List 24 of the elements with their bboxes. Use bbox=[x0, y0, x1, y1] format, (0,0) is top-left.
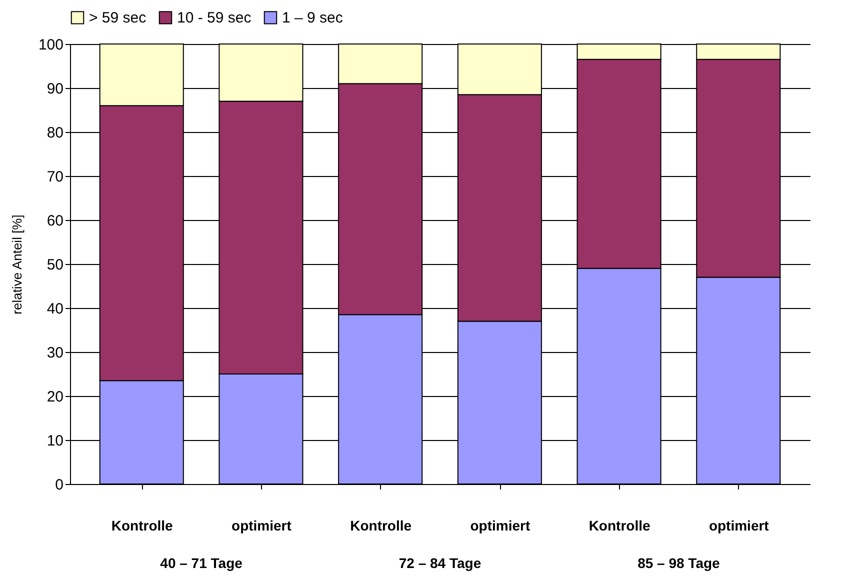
y-tick-label: 80 bbox=[46, 124, 64, 142]
x-tick-label: optimiert bbox=[232, 518, 292, 534]
y-tick-label: 60 bbox=[46, 212, 64, 230]
x-tick-label: optimiert bbox=[470, 518, 530, 534]
y-tick-label: 40 bbox=[46, 300, 64, 318]
x-tick-label: optimiert bbox=[708, 518, 770, 534]
legend-label: 10 - 59 sec bbox=[177, 10, 252, 27]
y-tick-label: 20 bbox=[46, 388, 64, 406]
legend-label: 1 – 9 sec bbox=[282, 10, 344, 27]
y-tick-label: 10 bbox=[46, 432, 64, 450]
y-tick-label: 100 bbox=[38, 36, 64, 54]
y-tick-label: 70 bbox=[46, 168, 64, 186]
legend-label: > 59 sec bbox=[89, 10, 147, 27]
y-axis-title: relative Anteil [%] bbox=[9, 214, 24, 314]
text: 72 – 84 Tage bbox=[398, 555, 482, 571]
y-tick-label: 30 bbox=[46, 344, 64, 362]
x-tick-label: Kontrolle bbox=[588, 518, 650, 534]
y-tick-label: 0 bbox=[55, 476, 64, 494]
y-tick-label: 50 bbox=[46, 256, 64, 274]
y-tick-label: 90 bbox=[46, 80, 64, 98]
text: 40 – 71 Tage bbox=[160, 555, 243, 571]
x-tick-label: Kontrolle bbox=[350, 518, 412, 534]
x-tick-label: Kontrolle bbox=[111, 518, 174, 534]
text: 85 – 98 Tage bbox=[638, 555, 720, 571]
